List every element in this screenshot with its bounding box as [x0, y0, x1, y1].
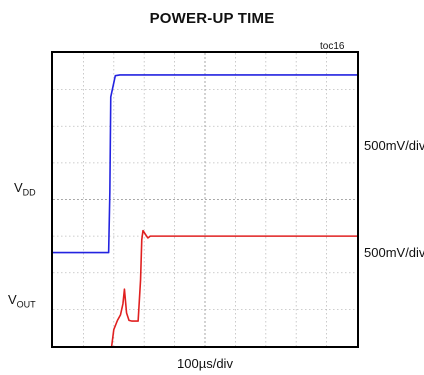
trace-vout [110, 229, 357, 346]
scope-plot-area [51, 51, 359, 348]
vdd-channel-label: VDD [14, 180, 36, 198]
vout-channel-label: VOUT [8, 292, 36, 310]
vdd-scale-label: 500mV/div [364, 138, 424, 153]
figure-id: toc16 [320, 41, 345, 52]
time-scale-label: 100µs/div [177, 356, 233, 371]
vout-scale-label: 500mV/div [364, 245, 424, 260]
chart-title: POWER-UP TIME [149, 10, 275, 27]
scope-svg [53, 53, 357, 346]
trace-vdd [53, 74, 357, 254]
